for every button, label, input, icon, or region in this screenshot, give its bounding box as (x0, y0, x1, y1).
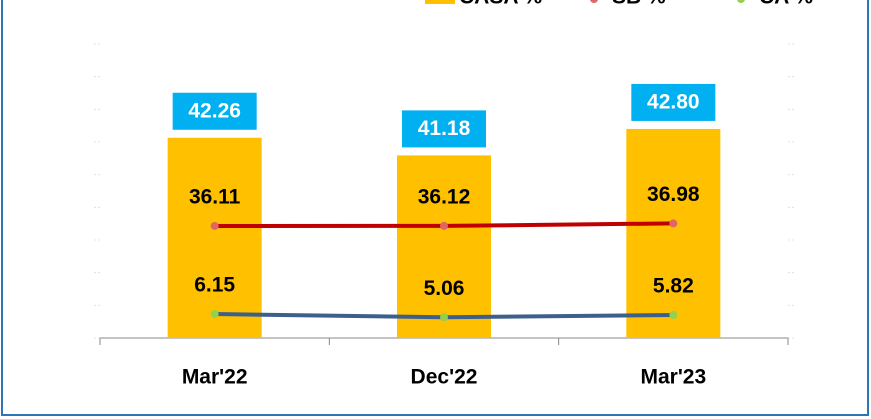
x-tick-label: Mar'23 (640, 366, 706, 389)
value-label: 5.06 (424, 277, 465, 300)
legend-swatch (737, 0, 745, 3)
value-label-box (631, 83, 716, 121)
marker (669, 219, 678, 228)
bar (626, 128, 721, 338)
marker (440, 221, 448, 230)
legend-label: CASA % (459, 0, 543, 9)
legend-label: SB % (612, 0, 666, 9)
bar (167, 137, 262, 338)
value-label-box (402, 110, 486, 148)
x-tick-label: Dec'22 (411, 366, 478, 389)
value-label: 41.18 (418, 117, 471, 140)
value-label: 6.15 (194, 274, 235, 297)
value-label: 36.98 (647, 183, 700, 206)
value-label: 42.26 (188, 99, 241, 122)
legend-swatch (590, 0, 598, 3)
legend-swatch (425, 0, 455, 4)
value-label: 5.82 (653, 275, 694, 298)
value-label: 36.11 (189, 186, 241, 209)
value-label: 42.80 (647, 90, 700, 113)
legend-label: CA % (759, 0, 813, 9)
marker (210, 310, 219, 319)
marker (440, 313, 448, 322)
value-label-box (172, 92, 257, 130)
value-label: 36.12 (418, 185, 471, 208)
marker (210, 221, 219, 230)
bar (397, 155, 491, 338)
marker (669, 311, 678, 320)
x-tick-label: Mar'22 (182, 366, 248, 389)
